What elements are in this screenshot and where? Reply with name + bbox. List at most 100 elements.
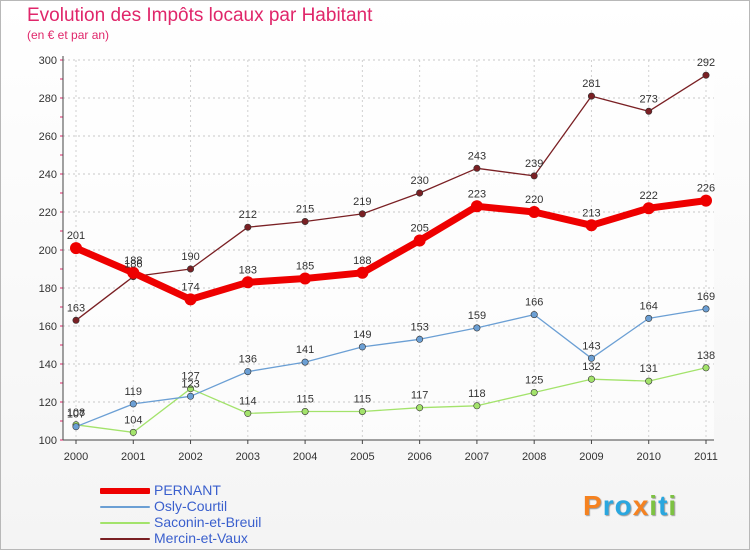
data-point — [187, 265, 195, 273]
data-point — [642, 202, 655, 215]
logo-letter: x — [632, 490, 650, 521]
data-label: 243 — [468, 150, 486, 162]
y-tick-label: 220 — [39, 207, 57, 219]
grid-layer — [63, 59, 714, 441]
data-point — [358, 407, 366, 415]
x-tick-label: 2007 — [465, 451, 489, 463]
data-label: 107 — [67, 409, 85, 421]
x-tick-label: 2011 — [694, 451, 718, 463]
data-label: 188 — [124, 255, 142, 267]
data-point — [530, 388, 538, 396]
data-point — [301, 358, 309, 366]
data-point — [184, 293, 197, 306]
series-layer — [70, 71, 712, 436]
data-point — [587, 375, 595, 383]
y-tick-label: 260 — [39, 131, 57, 143]
data-label: 163 — [67, 302, 85, 314]
data-point — [127, 266, 140, 279]
series-line — [74, 197, 707, 303]
data-point — [187, 385, 195, 393]
data-label: 108 — [67, 407, 85, 419]
x-tick-label: 2010 — [636, 451, 660, 463]
data-label: 226 — [697, 183, 715, 195]
data-point — [413, 234, 426, 247]
data-label: 188 — [353, 255, 371, 267]
logo-letter: r — [602, 490, 615, 521]
data-label: 164 — [640, 300, 658, 312]
data-point — [299, 272, 312, 285]
data-point — [473, 164, 481, 172]
data-label: 273 — [640, 93, 658, 105]
data-label: 118 — [468, 388, 486, 400]
x-tick-label: 2005 — [350, 451, 374, 463]
data-label: 119 — [124, 386, 142, 398]
data-point — [241, 276, 254, 289]
data-point — [702, 71, 710, 79]
data-label: 201 — [67, 230, 85, 242]
data-label: 159 — [468, 310, 486, 322]
data-point — [528, 206, 541, 218]
y-tick-label: 240 — [39, 169, 57, 181]
y-tick-label: 120 — [39, 397, 57, 409]
data-point — [700, 194, 712, 207]
y-tick-label: 140 — [39, 359, 57, 371]
logo-letter: i — [668, 490, 678, 521]
data-label: 141 — [296, 344, 314, 356]
legend-item-osly-courtil: Osly-Courtil — [100, 498, 300, 515]
data-label: 292 — [697, 57, 715, 69]
y-tick-label: 160 — [39, 321, 57, 333]
data-point — [702, 364, 710, 372]
x-tick-label: 2001 — [121, 451, 145, 463]
data-label: 185 — [296, 261, 314, 273]
data-label: 132 — [582, 361, 600, 373]
data-label: 127 — [181, 371, 199, 383]
data-point — [416, 335, 424, 343]
data-label: 186 — [124, 259, 142, 271]
data-label: 149 — [353, 329, 371, 341]
chart-subtitle: (en € et par an) — [27, 28, 110, 42]
legend-label-pernant: PERNANT — [154, 482, 221, 498]
data-point — [473, 402, 481, 410]
data-label: 115 — [296, 394, 314, 406]
proxiti-logo: Proxiti — [583, 490, 677, 522]
data-label: 117 — [411, 390, 429, 402]
logo-letter: i — [649, 490, 659, 521]
data-label: 143 — [582, 340, 600, 352]
data-label: 222 — [640, 190, 658, 202]
x-tick-label: 2008 — [522, 451, 546, 463]
data-label: 205 — [410, 223, 428, 235]
data-label: 212 — [239, 209, 257, 221]
data-point — [416, 189, 424, 197]
x-tick-label: 2004 — [293, 451, 317, 463]
legend-swatch-mercin-et-vaux — [100, 538, 150, 540]
data-point — [187, 392, 195, 400]
data-point — [72, 423, 80, 431]
data-label: 138 — [697, 350, 715, 362]
data-point — [645, 107, 653, 115]
data-point — [244, 368, 252, 376]
data-point — [470, 200, 483, 213]
data-point — [645, 377, 653, 385]
data-point — [70, 242, 82, 255]
x-tick-label: 2002 — [178, 451, 202, 463]
logo-letter: o — [614, 490, 633, 521]
series-line — [75, 74, 707, 321]
data-label: 115 — [354, 394, 372, 406]
data-point — [301, 407, 309, 415]
legend-label-saconin-et-breuil: Saconin-et-Breuil — [154, 514, 262, 530]
data-label: 239 — [525, 158, 543, 170]
y-tick-label: 300 — [39, 55, 57, 67]
legend-swatch-pernant — [100, 488, 150, 494]
y-tick-label: 180 — [39, 283, 57, 295]
series-line — [75, 367, 707, 434]
data-label: 213 — [582, 207, 600, 219]
data-label: 104 — [124, 414, 142, 426]
data-label: 183 — [239, 264, 257, 276]
data-label: 220 — [525, 194, 543, 206]
data-label: 131 — [640, 363, 658, 375]
x-tick-label: 2000 — [64, 451, 88, 463]
data-label: 223 — [468, 188, 486, 200]
data-label: 123 — [181, 378, 199, 390]
data-label: 166 — [525, 297, 543, 309]
